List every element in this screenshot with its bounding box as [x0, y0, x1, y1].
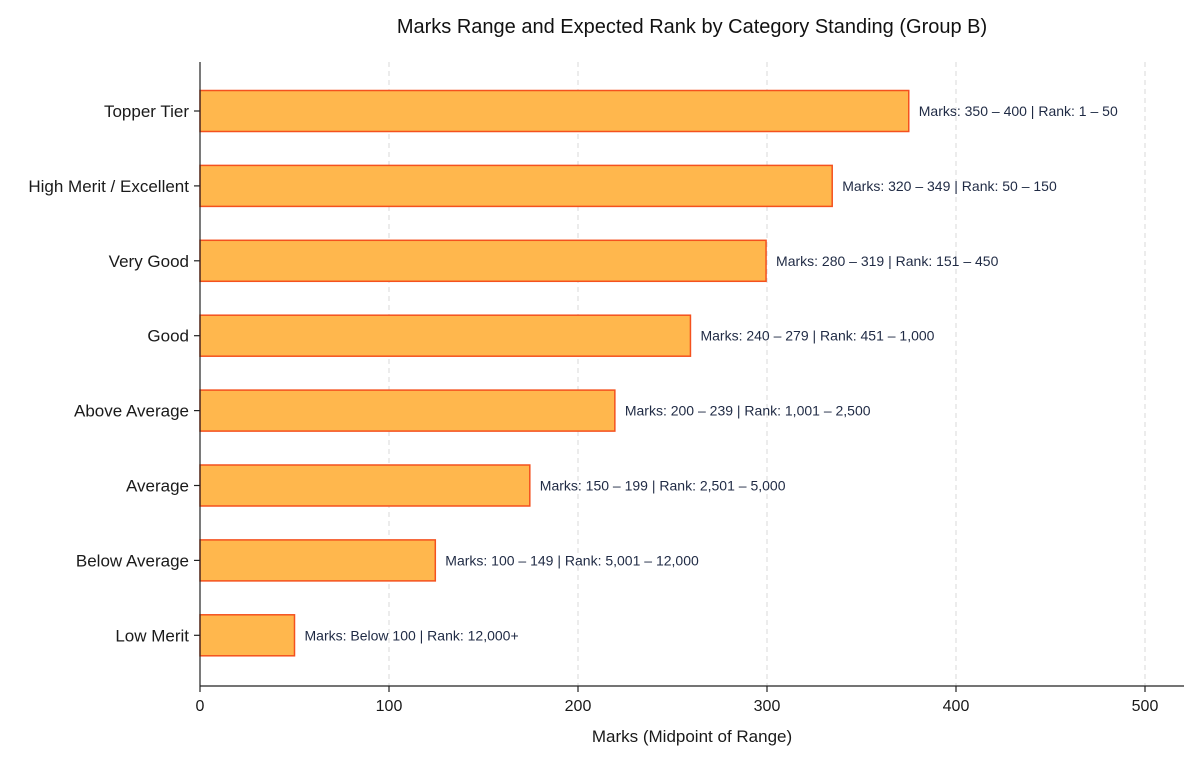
category-label: Good — [147, 327, 189, 346]
x-axis-title: Marks (Midpoint of Range) — [592, 727, 792, 746]
bar — [199, 539, 437, 582]
category-label: Topper Tier — [104, 102, 189, 121]
bar-data-label: Marks: 350 – 400 | Rank: 1 – 50 — [919, 103, 1118, 119]
data-labels: Marks: 350 – 400 | Rank: 1 – 50 Marks: 32… — [305, 103, 1118, 643]
category-label: Below Average — [76, 551, 189, 570]
bar — [199, 239, 767, 283]
category-label: Low Merit — [115, 626, 189, 645]
category-labels: Topper Tier High Merit / Excellent Very Go… — [28, 102, 189, 645]
gridlines — [388, 62, 1146, 686]
bar-data-label: Marks: 150 – 199 | Rank: 2,501 – 5,000 — [540, 478, 786, 494]
x-tick-label: 400 — [943, 698, 970, 715]
bar-data-label: Marks: 320 – 349 | Rank: 50 – 150 — [842, 178, 1057, 194]
category-label: High Merit / Excellent — [28, 177, 189, 196]
bars — [199, 89, 910, 657]
bar-data-label: Marks: Below 100 | Rank: 12,000+ — [305, 627, 519, 643]
axes — [199, 62, 1184, 687]
bar — [199, 389, 616, 432]
chart-title: Marks Range and Expected Rank by Categor… — [397, 16, 987, 38]
x-tick-label: 500 — [1132, 698, 1159, 715]
x-ticks: 0 100 200 300 400 500 — [194, 110, 1159, 715]
bar — [199, 89, 910, 133]
bar — [199, 164, 833, 208]
bar-data-label: Marks: 240 – 279 | Rank: 451 – 1,000 — [700, 328, 934, 344]
category-label: Very Good — [109, 252, 189, 271]
bar-data-label: Marks: 100 – 149 | Rank: 5,001 – 12,000 — [445, 552, 699, 568]
bar — [199, 614, 296, 657]
category-label: Above Average — [74, 402, 189, 421]
x-tick-label: 100 — [376, 698, 403, 715]
x-tick-label: 300 — [754, 698, 781, 715]
bar-data-label: Marks: 200 – 239 | Rank: 1,001 – 2,500 — [625, 403, 871, 419]
x-tick-label: 200 — [565, 698, 592, 715]
x-tick-label: 0 — [196, 698, 205, 715]
bar — [199, 314, 692, 357]
bar — [199, 464, 531, 507]
bar-data-label: Marks: 280 – 319 | Rank: 151 – 450 — [776, 253, 999, 269]
category-label: Average — [126, 477, 189, 496]
